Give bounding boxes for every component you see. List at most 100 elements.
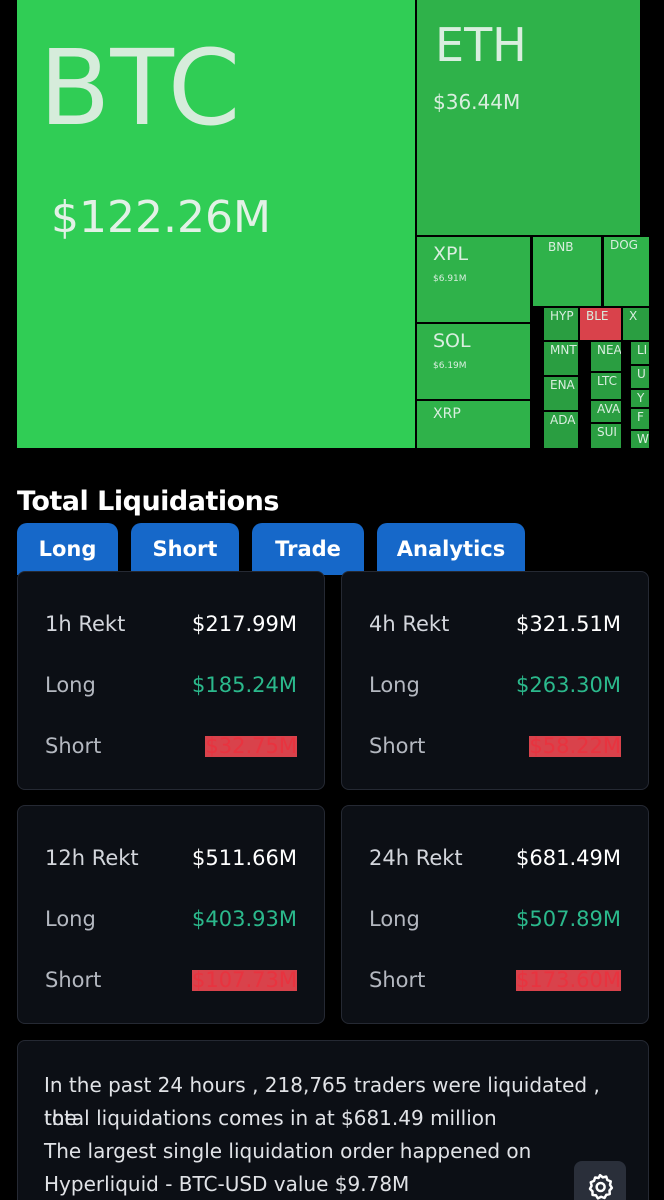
page-title: Total Liquidations (17, 486, 279, 517)
card-header-row: 12h Rekt $511.66M (45, 848, 297, 869)
tile-x[interactable]: X (623, 308, 649, 340)
tile-symbol: NEA (597, 343, 621, 357)
long-label: Long (45, 907, 96, 931)
tile-symbol: LI (637, 343, 648, 357)
summary-line-1: In the past 24 hours , 218,765 traders w… (44, 1073, 600, 1130)
long-row: Long $507.89M (369, 909, 621, 930)
tile-symbol: SUI (597, 425, 617, 439)
tile-symbol: SOL (433, 330, 471, 352)
tile-symbol: ENA (550, 378, 575, 392)
short-value: $58.22M (529, 734, 621, 758)
long-row: Long $263.30M (369, 675, 621, 696)
stat-card-24h: 24h Rekt $681.49M Long $507.89M Short $1… (341, 805, 649, 1024)
stat-card-12h: 12h Rekt $511.66M Long $403.93M Short $1… (17, 805, 325, 1024)
tile-symbol: DOG (610, 238, 638, 252)
short-row: Short $173.60M (369, 970, 621, 991)
card-total: $681.49M (516, 846, 621, 870)
tile-ava[interactable]: AVA (591, 401, 621, 422)
summary-panel: In the past 24 hours , 218,765 traders w… (17, 1040, 649, 1200)
tile-symbol: LTC (597, 374, 618, 388)
long-row: Long $403.93M (45, 909, 297, 930)
tile-u[interactable]: U (631, 366, 649, 388)
tab-analytics[interactable]: Analytics (377, 523, 525, 575)
tile-f[interactable]: F (631, 409, 649, 429)
tile-symbol: Y (637, 391, 645, 405)
gear-icon (588, 1173, 614, 1200)
summary-line-3: The largest single liquidation order hap… (44, 1139, 532, 1163)
tile-symbol: F (637, 410, 644, 424)
tile-sol[interactable]: SOL $6.19M (417, 324, 530, 399)
summary-line-2: total liquidations comes in at $681.49 m… (44, 1106, 497, 1130)
tile-y[interactable]: Y (631, 390, 649, 407)
tile-mnt[interactable]: MNT (544, 342, 578, 375)
tile-ada[interactable]: ADA (544, 412, 578, 448)
tile-value: $6.91M (433, 274, 467, 284)
tile-eth[interactable]: ETH $36.44M (417, 0, 640, 235)
tile-btc[interactable]: BTC $122.26M (17, 0, 415, 448)
tile-symbol: BLE (586, 309, 609, 323)
tile-value: $122.26M (51, 192, 271, 243)
card-title: 1h Rekt (45, 612, 126, 636)
long-label: Long (369, 673, 420, 697)
card-header-row: 4h Rekt $321.51M (369, 614, 621, 635)
tile-ble[interactable]: BLE (580, 308, 621, 340)
stat-card-1h: 1h Rekt $217.99M Long $185.24M Short $32… (17, 571, 325, 790)
long-value: $185.24M (192, 673, 297, 697)
tile-near[interactable]: NEA (591, 342, 621, 371)
tile-symbol: XPL (433, 243, 469, 265)
card-header-row: 1h Rekt $217.99M (45, 614, 297, 635)
short-label: Short (369, 734, 426, 758)
tile-symbol: X (629, 309, 638, 323)
tile-doge[interactable]: DOG (604, 237, 649, 306)
tile-w[interactable]: W (631, 431, 649, 448)
summary-line-4: Hyperliquid - BTC-USD value $9.78M (44, 1172, 410, 1196)
short-row: Short $32.75M (45, 736, 297, 757)
liquidation-heatmap: BTC $122.26M ETH $36.44M XPL $6.91M SOL … (17, 0, 649, 448)
tile-hype[interactable]: HYP (544, 308, 578, 340)
card-title: 24h Rekt (369, 846, 463, 870)
tile-symbol: BTC (39, 27, 241, 149)
stat-card-4h: 4h Rekt $321.51M Long $263.30M Short $58… (341, 571, 649, 790)
long-value: $263.30M (516, 673, 621, 697)
tile-symbol: ADA (550, 413, 576, 427)
tab-trade[interactable]: Trade (252, 523, 364, 575)
tab-long[interactable]: Long (17, 523, 118, 575)
tile-symbol: ETH (435, 18, 527, 72)
short-value: $107.73M (192, 968, 297, 992)
tile-li[interactable]: LI (631, 342, 649, 364)
tile-xrp[interactable]: XRP (417, 401, 530, 448)
short-label: Short (45, 968, 102, 992)
card-total: $321.51M (516, 612, 621, 636)
card-title: 4h Rekt (369, 612, 450, 636)
tile-bnb[interactable]: BNB (533, 237, 601, 306)
long-value: $507.89M (516, 907, 621, 931)
short-value: $173.60M (516, 968, 621, 992)
short-row: Short $107.73M (45, 970, 297, 991)
tile-symbol: BNB (548, 240, 574, 254)
tile-symbol: AVA (597, 402, 621, 416)
card-title: 12h Rekt (45, 846, 139, 870)
short-label: Short (369, 968, 426, 992)
settings-button[interactable] (574, 1161, 626, 1200)
long-label: Long (45, 673, 96, 697)
tile-xpl[interactable]: XPL $6.91M (417, 237, 530, 322)
tile-value: $6.19M (433, 361, 467, 371)
card-header-row: 24h Rekt $681.49M (369, 848, 621, 869)
tile-symbol: U (637, 367, 646, 381)
tile-symbol: MNT (550, 343, 577, 357)
tile-symbol: XRP (433, 406, 461, 422)
card-total: $217.99M (192, 612, 297, 636)
card-total: $511.66M (192, 846, 297, 870)
long-label: Long (369, 907, 420, 931)
tab-short[interactable]: Short (131, 523, 239, 575)
tile-ena[interactable]: ENA (544, 377, 578, 410)
short-label: Short (45, 734, 102, 758)
short-value: $32.75M (205, 734, 297, 758)
tile-sui[interactable]: SUI (591, 424, 621, 448)
tile-value: $36.44M (433, 90, 521, 114)
long-value: $403.93M (192, 907, 297, 931)
tile-symbol: HYP (550, 309, 574, 323)
tile-symbol: W (637, 432, 649, 446)
tile-ltc[interactable]: LTC (591, 373, 621, 399)
short-row: Short $58.22M (369, 736, 621, 757)
